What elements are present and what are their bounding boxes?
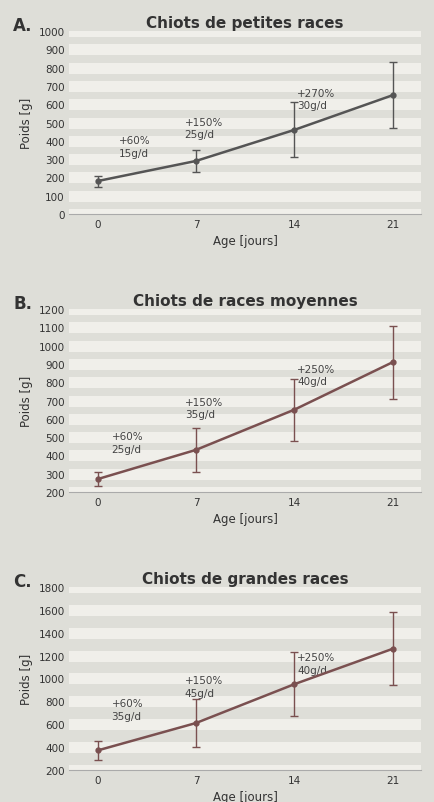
Text: +60%
15g/d: +60% 15g/d	[118, 136, 150, 158]
X-axis label: Age [jours]: Age [jours]	[213, 790, 278, 802]
Text: +150%
25g/d: +150% 25g/d	[185, 118, 223, 140]
Text: +60%
25g/d: +60% 25g/d	[112, 431, 143, 454]
Title: Chiots de grandes races: Chiots de grandes races	[142, 571, 349, 586]
X-axis label: Age [jours]: Age [jours]	[213, 512, 278, 525]
Text: A.: A.	[13, 18, 33, 35]
Text: +60%
35g/d: +60% 35g/d	[112, 699, 143, 721]
Text: +150%
45g/d: +150% 45g/d	[185, 675, 223, 698]
Y-axis label: Poids [g]: Poids [g]	[20, 375, 33, 427]
Text: +150%
35g/d: +150% 35g/d	[185, 397, 223, 419]
Title: Chiots de races moyennes: Chiots de races moyennes	[133, 294, 358, 309]
Title: Chiots de petites races: Chiots de petites races	[146, 16, 344, 31]
Text: +250%
40g/d: +250% 40g/d	[297, 364, 335, 387]
Text: B.: B.	[13, 295, 32, 313]
Text: +250%
40g/d: +250% 40g/d	[297, 653, 335, 675]
Y-axis label: Poids [g]: Poids [g]	[20, 653, 33, 704]
Text: C.: C.	[13, 573, 32, 590]
X-axis label: Age [jours]: Age [jours]	[213, 235, 278, 248]
Y-axis label: Poids [g]: Poids [g]	[20, 98, 33, 149]
Text: +270%
30g/d: +270% 30g/d	[297, 88, 335, 111]
